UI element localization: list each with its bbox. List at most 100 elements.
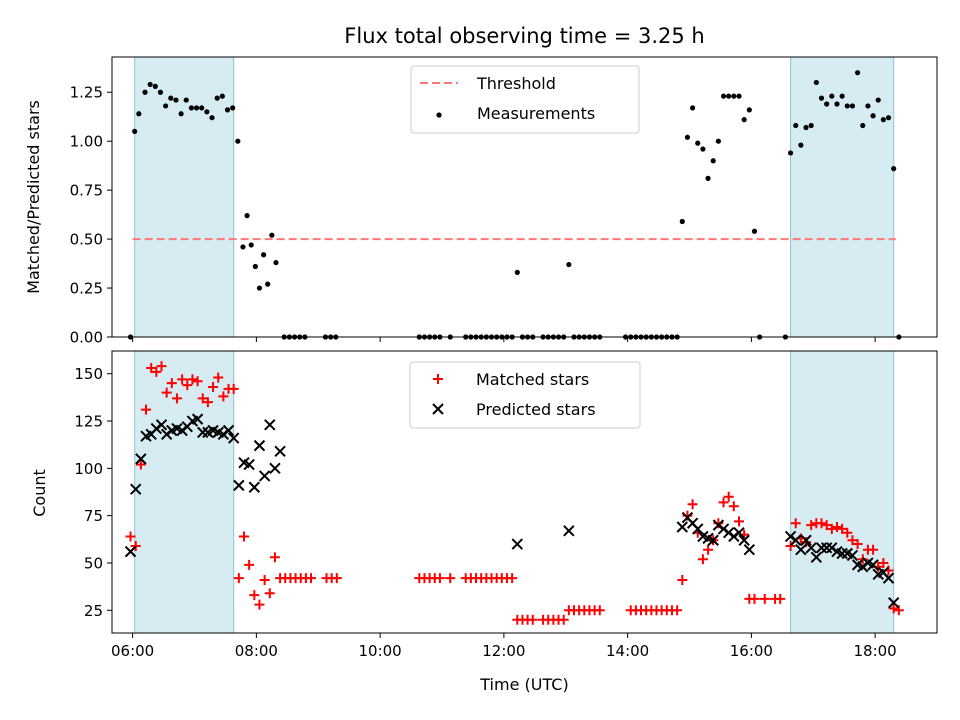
- matched-stars-point-71: [594, 605, 605, 616]
- bottom-legend-predicted-stars-swatch: [432, 403, 444, 415]
- measurements-point-110: [839, 93, 845, 99]
- measurements-point-14: [193, 105, 200, 111]
- matched-stars-point-91: [723, 491, 734, 502]
- measurements-point-113: [854, 70, 861, 76]
- matched-stars-point-13: [187, 374, 198, 385]
- x-tick-label: 12:00: [482, 642, 525, 660]
- matched-stars-point-84: [687, 499, 698, 510]
- matched-stars-point-64: [558, 614, 569, 625]
- bottom-legend-predicted-stars-label: Predicted stars: [476, 400, 596, 419]
- measurements-point-100: [787, 150, 794, 156]
- measurements-point-20: [224, 107, 231, 113]
- measurements-point-106: [818, 95, 825, 101]
- predicted-stars-point-32: [563, 525, 575, 537]
- measurements-point-101: [793, 122, 799, 129]
- bot-y-tick-label: 125: [74, 413, 103, 431]
- top-legend-threshold-label: Threshold: [476, 74, 556, 93]
- matched-stars-point-10: [171, 393, 182, 404]
- measurements-point-30: [269, 232, 275, 238]
- predicted-stars-point-14: [191, 413, 204, 425]
- matched-stars-point-44: [434, 573, 445, 584]
- measurements-point-91: [720, 93, 727, 99]
- top-measurement-points: [127, 70, 902, 340]
- measurements-point-9: [168, 95, 174, 101]
- measurements-point-87: [700, 146, 706, 152]
- matched-stars-point-8: [161, 387, 172, 398]
- predicted-stars-point-3: [135, 453, 147, 465]
- predicted-stars-point-29: [269, 462, 281, 475]
- measurements-point-108: [829, 93, 835, 99]
- measurements-point-86: [695, 140, 701, 146]
- measurements-point-21: [230, 105, 236, 111]
- matched-stars-point-17: [208, 381, 219, 392]
- matched-stars-point-87: [703, 544, 714, 555]
- matched-stars-point-89: [713, 518, 724, 529]
- matched-stars-point-109: [831, 522, 842, 533]
- predicted-stars-point-52: [810, 551, 823, 564]
- measurements-point-12: [183, 97, 189, 103]
- measurements-point-105: [813, 79, 819, 86]
- x-tick-label: 10:00: [359, 642, 402, 660]
- matched-stars-point-2: [130, 540, 141, 551]
- measurements-point-28: [260, 252, 267, 258]
- matched-stars-point-19: [218, 391, 229, 402]
- measurements-point-84: [684, 134, 691, 140]
- bot-y-tick-label: 100: [74, 460, 103, 478]
- measurements-point-117: [875, 97, 881, 103]
- measurements-point-94: [736, 93, 742, 99]
- matched-stars-point-3: [135, 459, 146, 470]
- predicted-stars-point-22: [233, 479, 245, 492]
- predicted-stars-point-45: [738, 534, 750, 546]
- bot-y-tick-label: 75: [84, 507, 103, 525]
- matched-stars-point-106: [816, 518, 827, 529]
- predicted-stars-point-25: [248, 481, 261, 493]
- x-tick-label: 14:00: [606, 642, 649, 660]
- top-y-tick-label: 1.00: [70, 133, 103, 151]
- matched-stars-point-93: [734, 516, 744, 527]
- measurements-point-8: [163, 103, 169, 109]
- measurements-point-115: [865, 103, 871, 109]
- measurements-point-65: [566, 261, 572, 268]
- matched-stars-point-86: [697, 554, 708, 565]
- predicted-stars-point-46: [743, 544, 756, 556]
- top-y-tick-label: 0.25: [70, 280, 103, 298]
- predicted-stars-point-26: [253, 439, 266, 452]
- x-axis-label: Time (UTC): [479, 675, 568, 694]
- matched-stars-point-23: [239, 531, 249, 542]
- matched-stars-point-55: [507, 573, 518, 584]
- measurements-point-22: [235, 138, 241, 144]
- matched-stars-point-81: [672, 605, 683, 616]
- measurements-point-24: [244, 213, 250, 219]
- measurements-point-96: [746, 107, 752, 113]
- matched-stars-point-6: [151, 366, 162, 377]
- top-y-axis-label: Matched/Predicted stars: [24, 100, 43, 294]
- top-y-tick-label: 0.75: [70, 182, 103, 200]
- bot-y-tick-label: 150: [74, 365, 103, 383]
- measurements-point-112: [849, 103, 856, 109]
- matched-stars-point-112: [847, 535, 858, 546]
- measurements-point-118: [880, 117, 886, 123]
- predicted-stars-point-66: [882, 572, 895, 584]
- measurements-point-114: [860, 122, 866, 129]
- bottom-legend-box: [409, 361, 641, 429]
- measurements-point-5: [147, 81, 153, 88]
- measurements-point-120: [891, 166, 897, 172]
- measurements-point-4: [142, 89, 148, 95]
- matched-stars-point-22: [233, 573, 244, 584]
- matched-stars-point-36: [306, 573, 317, 584]
- bottom-shaded-regions: [134, 350, 895, 634]
- predicted-stars-point-54: [820, 542, 833, 554]
- measurements-point-7: [157, 89, 164, 95]
- matched-stars-point-118: [878, 557, 889, 568]
- matched-stars-point-1: [125, 531, 136, 542]
- measurements-point-89: [710, 158, 716, 164]
- predicted-stars-point-33: [676, 521, 688, 533]
- matched-stars-point-4: [141, 404, 152, 415]
- x-tick-label: 08:00: [235, 642, 278, 660]
- measurements-point-13: [188, 105, 195, 111]
- matched-stars-point-111: [842, 527, 853, 538]
- predicted-stars-point-57: [836, 547, 848, 560]
- matched-stars-point-108: [826, 523, 837, 534]
- matched-stars-point-90: [718, 497, 729, 508]
